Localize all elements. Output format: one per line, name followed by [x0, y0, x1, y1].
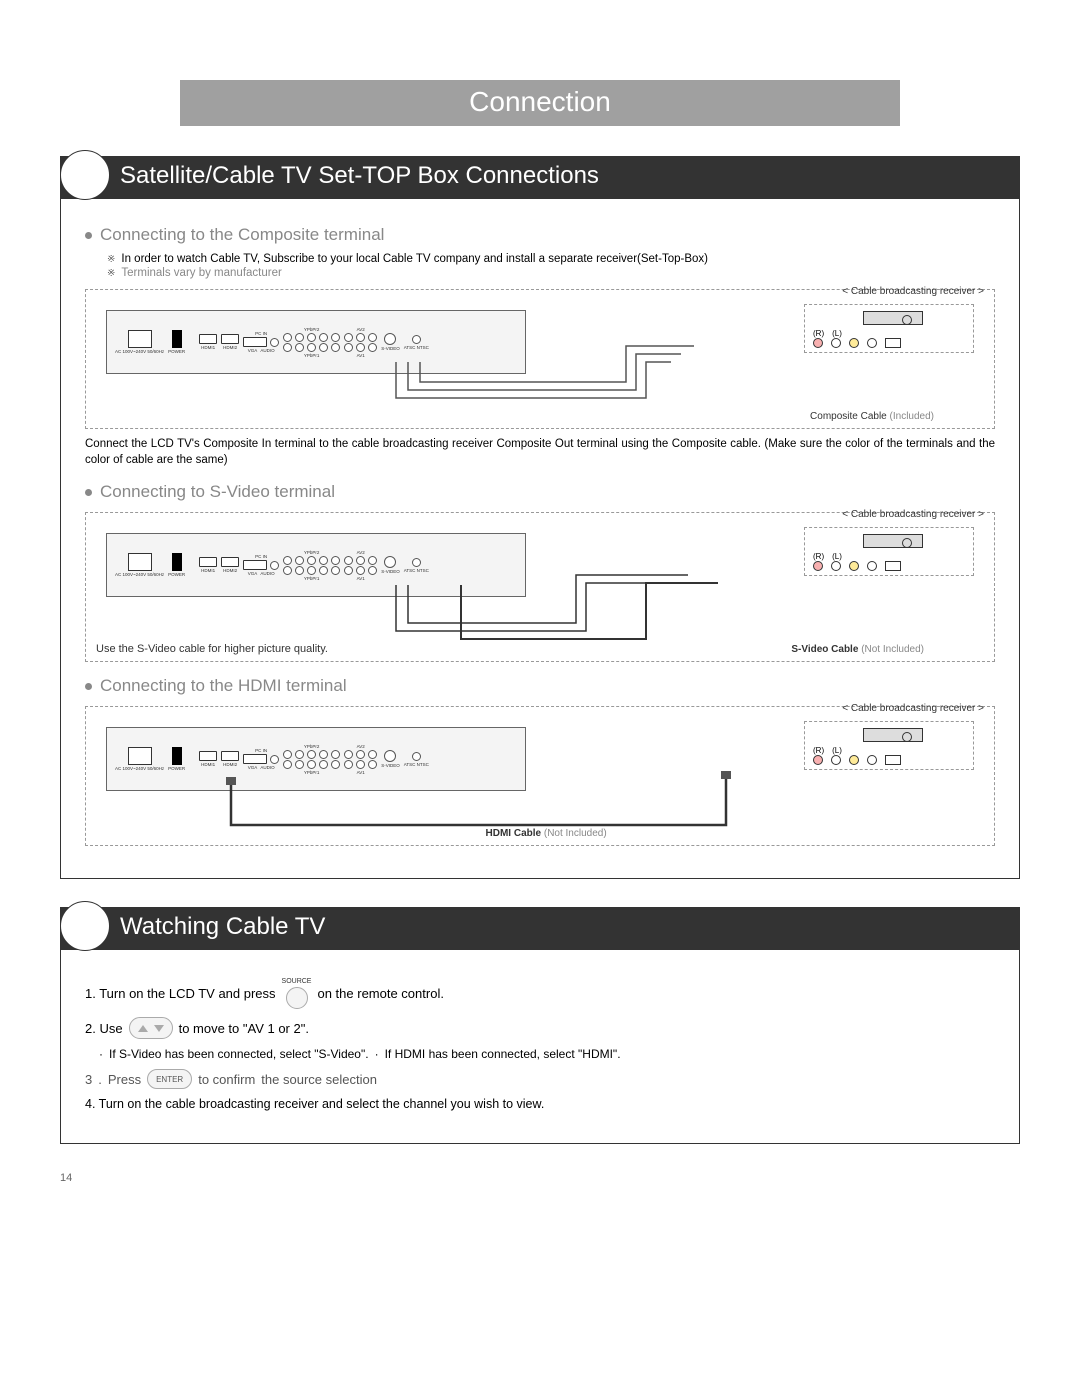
- star-icon: ※: [107, 254, 115, 265]
- composite-note-1: ※ In order to watch Cable TV, Subscribe …: [107, 253, 995, 265]
- composite-heading-text: Connecting to the Composite terminal: [100, 225, 384, 245]
- composite-desc: Connect the LCD TV's Composite In termin…: [85, 437, 995, 468]
- section-1-header: Satellite/Cable TV Set-TOP Box Connectio…: [60, 156, 1020, 198]
- source-label: SOURCE: [282, 978, 312, 985]
- receiver-label: < Cable broadcasting receiver >: [842, 703, 984, 714]
- step-4: 4. Turn on the cable broadcasting receiv…: [85, 1097, 995, 1111]
- page-header: Connection: [180, 80, 900, 126]
- composite-heading: Connecting to the Composite terminal: [85, 225, 995, 245]
- composite-diagram: < Cable broadcasting receiver > AC 100V~…: [85, 289, 995, 429]
- section-2-header: Watching Cable TV: [60, 907, 1020, 949]
- triangle-down-icon: [154, 1025, 164, 1032]
- tv-back-panel: AC 100V~240V 50/60Hz POWER HDMI1 HDMI2 P…: [106, 533, 526, 597]
- svideo-diagram: < Cable broadcasting receiver > AC 100V~…: [85, 512, 995, 662]
- tv-back-panel: AC 100V~240V 50/60Hz POWER HDMI1 HDMI2 P…: [106, 727, 526, 791]
- receiver-label: < Cable broadcasting receiver >: [842, 286, 984, 297]
- section-1-content: Connecting to the Composite terminal ※ I…: [60, 198, 1020, 879]
- section-badge-icon: [60, 901, 110, 951]
- page-number: 14: [60, 1172, 1020, 1184]
- star-icon: ※: [107, 268, 115, 279]
- section-badge-icon: [60, 150, 110, 200]
- section-2-content: 1. Turn on the LCD TV and press SOURCE o…: [60, 949, 1020, 1144]
- hdmi-diagram: < Cable broadcasting receiver > AC 100V~…: [85, 706, 995, 846]
- hdmi-heading-text: Connecting to the HDMI terminal: [100, 676, 347, 696]
- receiver-device-icon: [863, 534, 923, 548]
- step-1: 1. Turn on the LCD TV and press SOURCE o…: [85, 978, 995, 1009]
- receiver-device-icon: [863, 311, 923, 325]
- source-button-icon: [286, 987, 308, 1009]
- receiver-device-icon: [863, 728, 923, 742]
- step-2-note: · If S-Video has been connected, select …: [99, 1047, 995, 1061]
- hdmi-cable-label: HDMI Cable (Not Included): [486, 828, 607, 839]
- bullet-icon: [85, 232, 92, 239]
- bullet-icon: [85, 489, 92, 496]
- svideo-cable-label: S-Video Cable (Not Included): [791, 644, 924, 655]
- triangle-up-icon: [138, 1025, 148, 1032]
- bullet-icon: [85, 683, 92, 690]
- composite-note-2: ※ Terminals vary by manufacturer: [107, 267, 995, 279]
- step-3: 3 . Press ENTER to confirm the source se…: [85, 1069, 995, 1089]
- section-1-title: Satellite/Cable TV Set-TOP Box Connectio…: [60, 156, 1020, 198]
- receiver-box: (R) (L): [804, 721, 974, 770]
- tv-back-panel: AC 100V~240V 50/60Hz POWER HDMI1 HDMI2 P…: [106, 310, 526, 374]
- svideo-desc: Use the S-Video cable for higher picture…: [96, 643, 328, 655]
- svideo-heading-text: Connecting to S-Video terminal: [100, 482, 335, 502]
- receiver-box: (R) (L): [804, 304, 974, 353]
- receiver-label: < Cable broadcasting receiver >: [842, 509, 984, 520]
- up-down-button-icon: [129, 1017, 173, 1039]
- enter-button-icon: ENTER: [147, 1069, 192, 1089]
- svideo-heading: Connecting to S-Video terminal: [85, 482, 995, 502]
- composite-cable-label: Composite Cable (Included): [810, 411, 934, 422]
- step-2: 2. Use to move to "AV 1 or 2".: [85, 1017, 995, 1039]
- hdmi-heading: Connecting to the HDMI terminal: [85, 676, 995, 696]
- receiver-box: (R) (L): [804, 527, 974, 576]
- section-2-title: Watching Cable TV: [60, 907, 1020, 949]
